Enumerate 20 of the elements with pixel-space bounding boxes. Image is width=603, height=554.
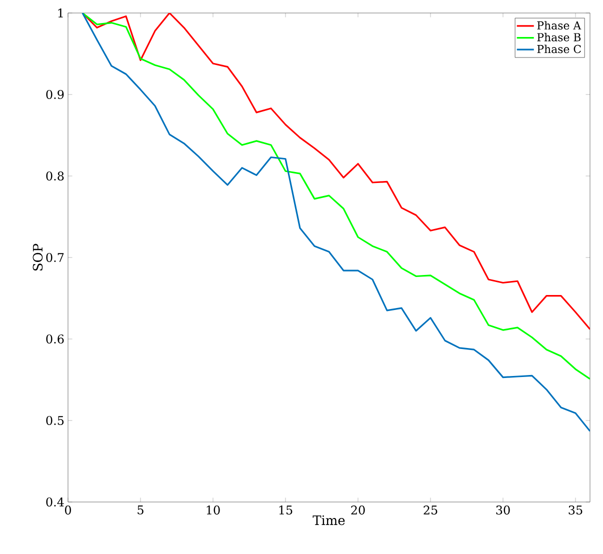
y-tick-label: 0.8 <box>46 171 64 181</box>
legend-label: Phase A <box>537 21 582 30</box>
y-axis-title: SOP <box>32 244 43 271</box>
y-tick-label: 0.9 <box>46 90 64 100</box>
x-tick-label: 10 <box>206 506 220 515</box>
y-tick-label: 0.6 <box>46 334 64 344</box>
x-tick-label: 35 <box>568 506 582 515</box>
x-tick-label: 5 <box>138 506 144 514</box>
legend-label: Phase B <box>537 32 581 42</box>
x-tick-label: 0 <box>64 506 72 515</box>
legend-label: Phase C <box>537 44 581 54</box>
y-tick-label: 1 <box>58 8 63 18</box>
x-tick-label: 15 <box>279 506 292 515</box>
x-tick-label: 20 <box>351 506 365 515</box>
x-axis-title: Time <box>312 515 345 526</box>
x-tick-label: 30 <box>496 506 510 515</box>
x-tick-label: 25 <box>424 506 438 515</box>
y-tick-label: 0.4 <box>46 497 64 507</box>
y-tick-label: 0.5 <box>46 416 64 426</box>
y-tick-label: 0.7 <box>46 252 64 262</box>
